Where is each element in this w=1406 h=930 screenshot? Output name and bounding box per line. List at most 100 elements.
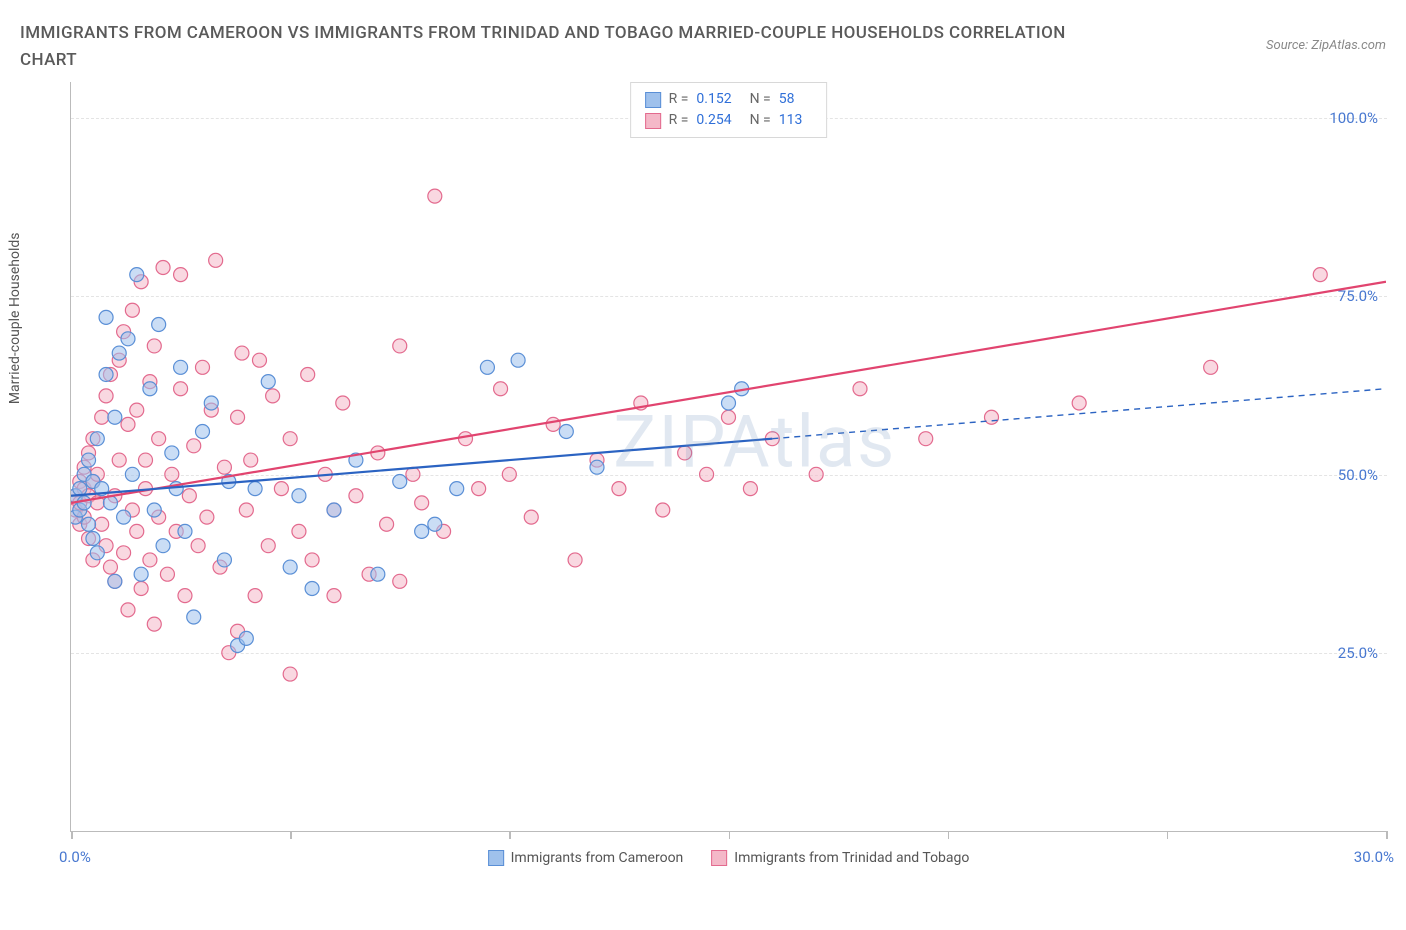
- data-point: [125, 468, 139, 482]
- data-point: [261, 375, 275, 389]
- x-tick: [71, 831, 73, 839]
- data-point: [546, 418, 560, 432]
- data-point: [90, 432, 104, 446]
- data-point: [174, 268, 188, 282]
- r-value-2: 0.254: [696, 110, 731, 131]
- data-point: [143, 382, 157, 396]
- data-point: [450, 482, 464, 496]
- data-point: [196, 361, 210, 375]
- data-point: [99, 368, 113, 382]
- data-point: [130, 404, 144, 418]
- data-point: [152, 432, 166, 446]
- n-value-1: 58: [779, 89, 795, 110]
- series-1-name: Immigrants from Cameroon: [511, 850, 684, 866]
- data-point: [494, 382, 508, 396]
- data-point: [459, 432, 473, 446]
- data-point: [112, 346, 126, 360]
- stats-legend-row-1: R = 0.152 N = 58: [645, 89, 813, 110]
- data-point: [204, 396, 218, 410]
- data-point: [722, 411, 736, 425]
- x-tick: [1167, 831, 1169, 839]
- stats-legend-box: R = 0.152 N = 58 R = 0.254 N = 113: [630, 82, 828, 138]
- data-point: [99, 311, 113, 325]
- data-point: [524, 511, 538, 525]
- data-point: [108, 575, 122, 589]
- data-point: [130, 268, 144, 282]
- data-point: [327, 589, 341, 603]
- data-point: [393, 339, 407, 353]
- data-point: [380, 518, 394, 532]
- data-point: [406, 468, 420, 482]
- data-point: [239, 632, 253, 646]
- data-point: [191, 539, 205, 553]
- data-point: [305, 582, 319, 596]
- data-point: [217, 553, 231, 567]
- data-point: [77, 496, 91, 510]
- data-point: [235, 346, 249, 360]
- data-point: [143, 553, 157, 567]
- data-point: [165, 468, 179, 482]
- x-tick: [1386, 831, 1388, 839]
- data-point: [743, 482, 757, 496]
- data-point: [283, 667, 297, 681]
- x-tick: [509, 831, 511, 839]
- data-point: [73, 482, 87, 496]
- data-point: [174, 361, 188, 375]
- data-point: [160, 568, 174, 582]
- data-point: [103, 560, 117, 574]
- data-point: [349, 489, 363, 503]
- data-point: [511, 354, 525, 368]
- chart-header: IMMIGRANTS FROM CAMEROON VS IMMIGRANTS F…: [20, 20, 1386, 74]
- n-label: N =: [750, 89, 771, 110]
- data-point: [112, 453, 126, 467]
- legend-item-2: Immigrants from Trinidad and Tobago: [711, 850, 969, 866]
- data-point: [134, 582, 148, 596]
- data-point: [393, 475, 407, 489]
- swatch-series-1: [645, 92, 661, 108]
- data-point: [147, 503, 161, 517]
- data-point: [393, 575, 407, 589]
- x-min-label: 0.0%: [59, 848, 91, 866]
- data-point: [678, 446, 692, 460]
- data-point: [656, 503, 670, 517]
- data-point: [200, 511, 214, 525]
- data-point: [261, 539, 275, 553]
- data-point: [415, 496, 429, 510]
- data-point: [209, 254, 223, 268]
- data-point: [327, 503, 341, 517]
- x-max-label: 30.0%: [1354, 848, 1394, 866]
- data-point: [117, 511, 131, 525]
- data-point: [82, 518, 96, 532]
- data-point: [283, 560, 297, 574]
- data-point: [95, 411, 109, 425]
- scatter-svg: [71, 82, 1386, 831]
- data-point: [178, 525, 192, 539]
- data-point: [231, 411, 245, 425]
- stats-legend-row-2: R = 0.254 N = 113: [645, 110, 813, 131]
- data-point: [99, 389, 113, 403]
- data-point: [266, 389, 280, 403]
- x-tick: [290, 831, 292, 839]
- data-point: [152, 318, 166, 332]
- source-label: Source: ZipAtlas.com: [1266, 38, 1386, 53]
- series-2-name: Immigrants from Trinidad and Tobago: [734, 850, 969, 866]
- r-label: R =: [669, 110, 689, 131]
- data-point: [182, 489, 196, 503]
- swatch-series-2: [711, 850, 727, 866]
- data-point: [187, 610, 201, 624]
- chart-title: IMMIGRANTS FROM CAMEROON VS IMMIGRANTS F…: [20, 20, 1120, 74]
- data-point: [121, 418, 135, 432]
- data-point: [985, 411, 999, 425]
- data-point: [502, 468, 516, 482]
- data-point: [95, 518, 109, 532]
- n-label: N =: [750, 110, 771, 131]
- data-point: [156, 539, 170, 553]
- swatch-series-2: [645, 113, 661, 129]
- data-point: [165, 446, 179, 460]
- data-point: [248, 589, 262, 603]
- data-point: [1204, 361, 1218, 375]
- data-point: [274, 482, 288, 496]
- data-point: [919, 432, 933, 446]
- data-point: [130, 525, 144, 539]
- swatch-series-1: [488, 850, 504, 866]
